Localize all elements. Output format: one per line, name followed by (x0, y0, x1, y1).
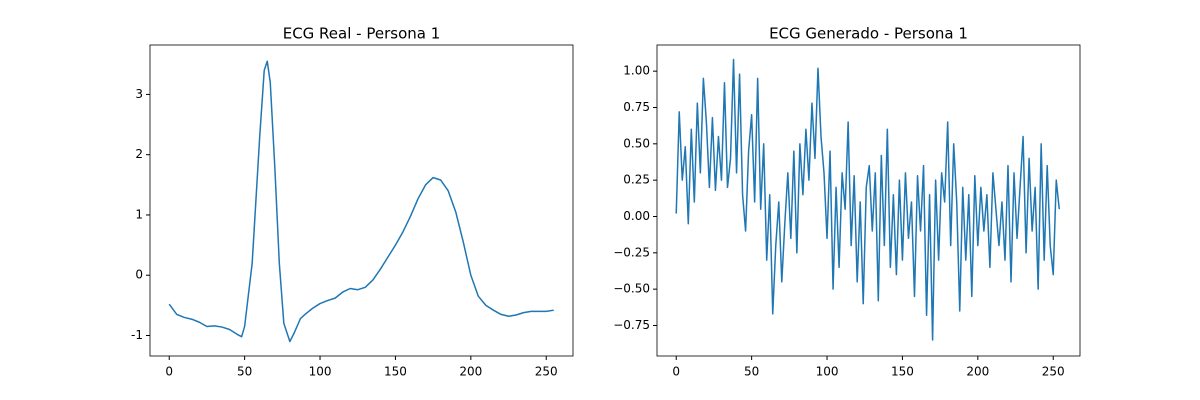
x-tick-label: 50 (744, 365, 759, 379)
y-tick-label: 0.25 (623, 173, 650, 187)
axes-frame (149, 44, 574, 357)
x-tick-label: 100 (309, 365, 332, 379)
x-tick-label: 250 (535, 365, 558, 379)
x-tick-label: 150 (891, 365, 914, 379)
y-tick-label: 0.75 (623, 100, 650, 114)
y-tick-label: −0.25 (613, 245, 650, 259)
x-tick-label: 0 (672, 365, 680, 379)
y-tick-label: 1 (135, 207, 143, 221)
x-tick-label: 50 (237, 365, 252, 379)
axes-frame (656, 44, 1081, 357)
x-tick-label: 200 (966, 365, 989, 379)
line (675, 58, 1061, 341)
y-tick-label: 2 (135, 147, 143, 161)
chart-title: ECG Generado - Persona 1 (769, 25, 968, 43)
y-tick-label: -1 (131, 328, 143, 342)
y-tick-label: 1.00 (623, 64, 650, 78)
y-tick-label: −0.75 (613, 318, 650, 332)
y-tick-label: 0.00 (623, 209, 650, 223)
x-tick-label: 150 (384, 365, 407, 379)
y-tick-label: 3 (135, 87, 143, 101)
x-tick-label: 200 (459, 365, 482, 379)
x-tick-label: 250 (1042, 365, 1065, 379)
x-tick-label: 100 (816, 365, 839, 379)
y-tick-label: 0 (135, 268, 143, 282)
line (168, 60, 554, 343)
y-tick-label: 0.50 (623, 136, 650, 150)
y-tick-label: −0.50 (613, 282, 650, 296)
x-tick-label: 0 (165, 365, 173, 379)
chart-title: ECG Real - Persona 1 (283, 25, 441, 43)
